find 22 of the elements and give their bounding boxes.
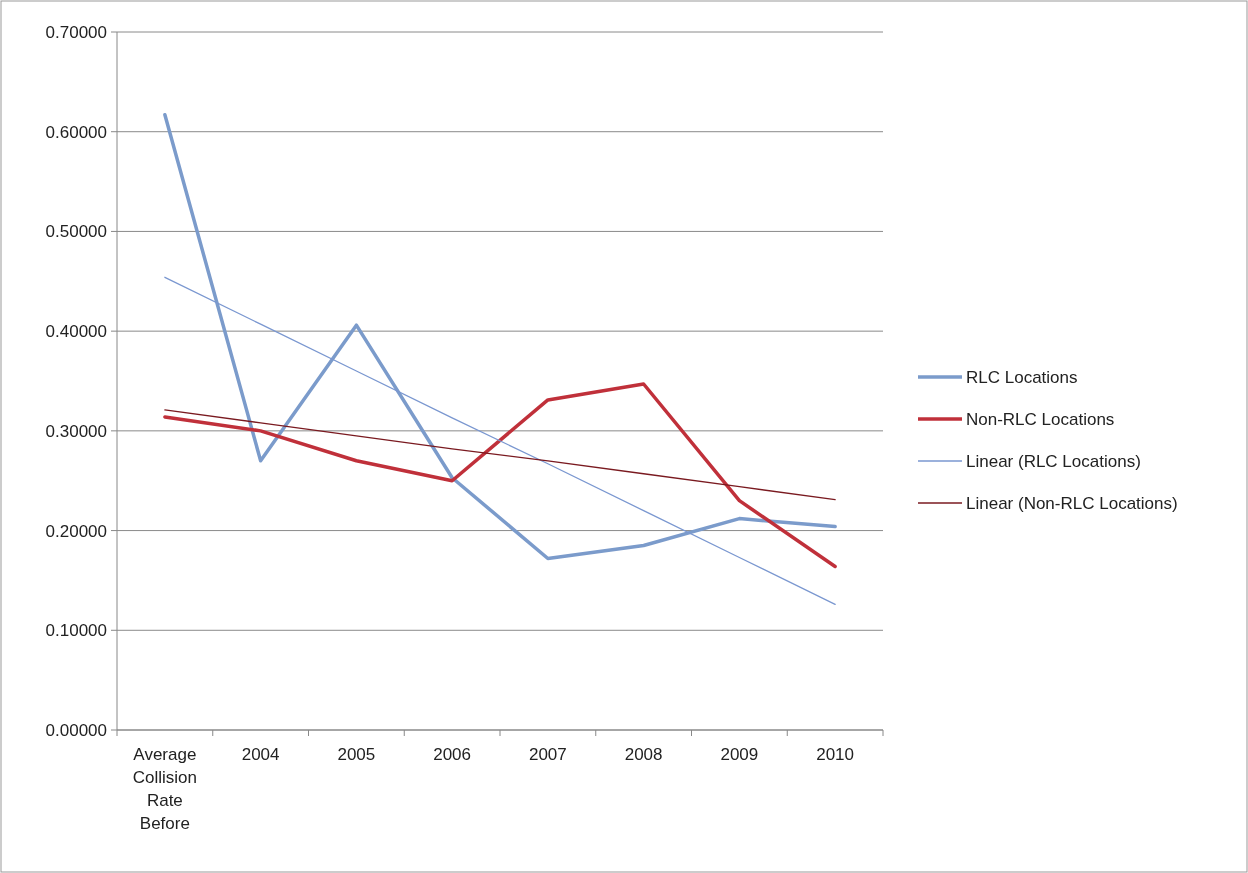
x-tick-label: 2010 <box>816 745 855 764</box>
x-tick-label: 2004 <box>241 745 280 764</box>
y-tick-label: 0.30000 <box>45 421 107 441</box>
y-tick-label: 0.50000 <box>45 222 107 242</box>
line-series <box>164 409 836 501</box>
y-tick-label: 0.20000 <box>45 521 107 541</box>
line-series <box>163 382 837 569</box>
x-tick-label: 2007 <box>528 745 567 764</box>
y-tick-label: 0.70000 <box>45 22 107 42</box>
legend-label: Linear (RLC Locations) <box>966 451 1141 471</box>
legend-label: RLC Locations <box>966 367 1078 387</box>
x-tick-label: 2009 <box>720 745 759 764</box>
y-tick-label: 0.40000 <box>45 322 107 342</box>
x-tick-label: 2008 <box>624 745 663 764</box>
legend-label: Non-RLC Locations <box>966 409 1115 429</box>
legend-label: Linear (Non-RLC Locations) <box>966 493 1178 513</box>
y-tick-label: 0.60000 <box>45 122 107 142</box>
x-tick-label: 2006 <box>433 745 472 764</box>
y-tick-label: 0.10000 <box>45 621 107 641</box>
x-tick-label: Average Collision Rate Before <box>132 745 197 833</box>
y-tick-label: 0.00000 <box>45 720 107 740</box>
x-tick-label: 2005 <box>337 745 376 764</box>
